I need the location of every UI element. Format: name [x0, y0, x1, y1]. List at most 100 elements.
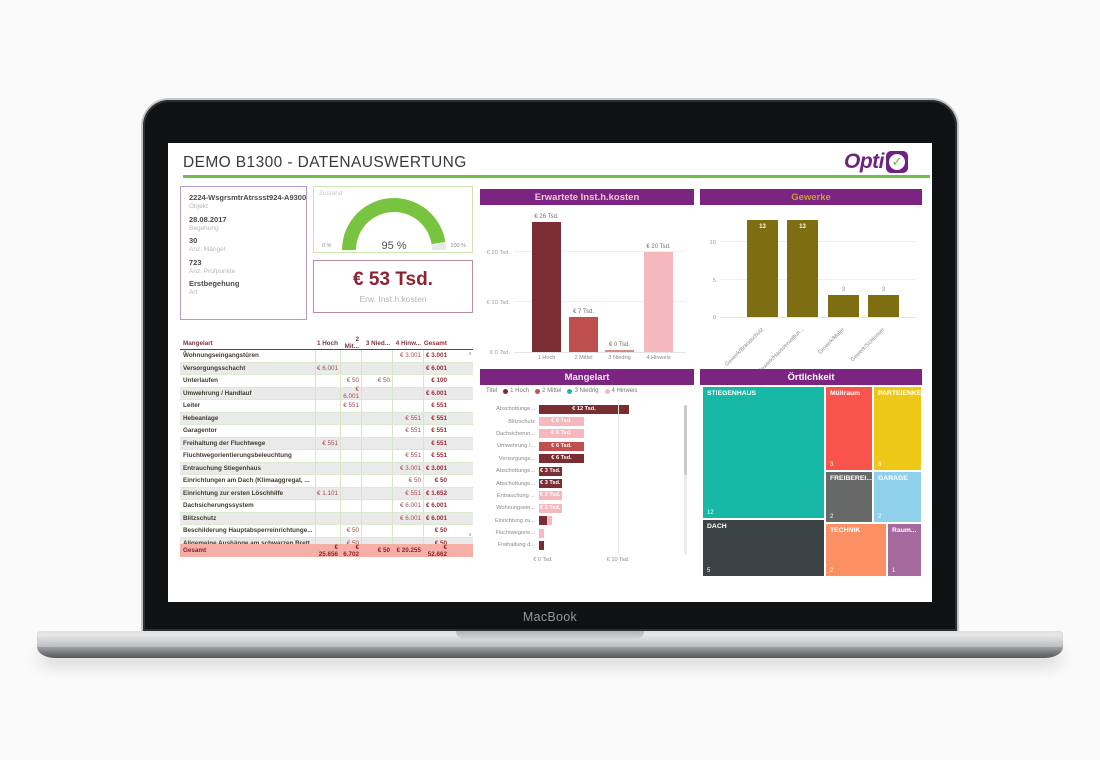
- table-cell: [361, 487, 392, 499]
- legend-item-hoch[interactable]: 1 Hoch: [503, 388, 529, 394]
- bar-segment-hinweis[interactable]: [539, 528, 544, 538]
- bar-row[interactable]: Freihaltung d...: [480, 539, 686, 551]
- table-row[interactable]: Umwehrung / Handlauf € 6.001 € 6.001: [180, 386, 473, 400]
- x-axis-label: 2 Mittel: [574, 355, 593, 361]
- bar-value-label: € 26 Tsd.: [534, 214, 559, 220]
- bar-value-label: € 0 Tsd.: [609, 342, 630, 348]
- bar-segment-hinweis[interactable]: [539, 429, 584, 439]
- table-cell: € 50: [423, 525, 449, 537]
- table-cell: [361, 362, 392, 374]
- bar-row[interactable]: Umwehrung /... € 6 Tsd.: [480, 440, 686, 452]
- bar-segment-hoch[interactable]: [539, 466, 562, 476]
- bar-row[interactable]: Abschottunge... € 12 Tsd.: [480, 403, 686, 415]
- table-cell: [361, 500, 392, 512]
- table-cell: € 551: [423, 450, 449, 462]
- bar-gewerk-brandschutz[interactable]: [747, 219, 778, 317]
- table-row[interactable]: Entrauchung Stiegenhaus € 3.001 € 3.001: [180, 462, 473, 475]
- scrollbar-track[interactable]: [684, 405, 687, 555]
- bar-segment-hoch[interactable]: [539, 479, 562, 489]
- treemap-tile-value: 12: [707, 510, 714, 516]
- bar-gewerk-hausverwaltun-[interactable]: [787, 219, 818, 317]
- bar-stack: [539, 528, 544, 538]
- table-row[interactable]: Wohnungseingangstüren € 3.001 € 3.001: [180, 350, 473, 363]
- scrollbar-thumb[interactable]: [684, 405, 687, 475]
- table-row[interactable]: Versorgungsschacht € 6.001 € 6.001: [180, 362, 473, 375]
- table-row[interactable]: Leiter € 551 € 551: [180, 400, 473, 413]
- table-cell: [315, 375, 340, 387]
- bar-gewerk-maler[interactable]: [828, 294, 859, 317]
- bar-segment-mittel[interactable]: [539, 441, 584, 451]
- x-axis-label: Gewerk/Hausverwaltun...: [756, 326, 805, 375]
- treemap-tile-raum[interactable]: Raum... 1: [888, 524, 921, 576]
- table-cell: [340, 350, 361, 362]
- table-cell: € 50: [361, 375, 392, 387]
- treemap-tile-mllraum[interactable]: Müllraum 3: [826, 387, 872, 470]
- bar-row[interactable]: Wohnungsein... € 3 Tsd.: [480, 502, 686, 514]
- treemap-tile-garage[interactable]: GARAGE 2: [874, 472, 921, 522]
- bar-value-label: € 20 Tsd.: [646, 244, 671, 250]
- bar-segment-hinweis[interactable]: [547, 516, 552, 526]
- bar-row[interactable]: Abschottunge... € 3 Tsd.: [480, 477, 686, 489]
- bar-row[interactable]: Versorgungs... € 6 Tsd.: [480, 453, 686, 465]
- table-row[interactable]: Hebeanlage € 551 € 551: [180, 412, 473, 425]
- bar-segment-hoch[interactable]: [539, 404, 629, 414]
- bar-segment-hinweis[interactable]: [539, 417, 584, 427]
- bar-row[interactable]: Abschottunge... € 3 Tsd.: [480, 465, 686, 477]
- legend-item-hinweis[interactable]: 4 Hinweis: [604, 388, 638, 394]
- treemap-tile-technik[interactable]: TECHNIK 2: [826, 524, 886, 576]
- treemap-tile-freiberei[interactable]: FREIBEREI... 2: [826, 472, 872, 522]
- legend-item-niedrig[interactable]: 3 Niedrig: [567, 388, 599, 394]
- table-row[interactable]: Unterlaufen € 50 € 50 € 100: [180, 375, 473, 388]
- table-cell: [361, 475, 392, 487]
- table-row[interactable]: Freihaltung der Fluchtwege € 551 € 551: [180, 437, 473, 450]
- column-header-mittel[interactable]: 2 Mit...: [344, 336, 359, 350]
- table-row[interactable]: Einrichtung zur ersten Löschhilfe € 1.101…: [180, 487, 473, 500]
- scroll-up-icon[interactable]: ∧: [467, 351, 472, 357]
- y-axis-tick: 0: [712, 315, 716, 321]
- macbook-base: [37, 631, 1063, 647]
- bar-4-hinweis[interactable]: [644, 252, 673, 352]
- bar-segment-hoch[interactable]: [539, 454, 584, 464]
- treemap-tile-dach[interactable]: DACH 5: [703, 520, 824, 576]
- table-cell: € 50: [340, 375, 361, 387]
- bar-segment-hinweis[interactable]: [539, 491, 562, 501]
- erwartete-kosten-chart: Erwartete Inst.h.kosten € 26 Tsd. € 7 Tsd…: [480, 189, 694, 361]
- column-header-hinweis[interactable]: 4 Hinw...: [395, 339, 421, 347]
- column-header-gesamt[interactable]: Gesamt: [423, 339, 447, 347]
- bar-row[interactable]: Dachsicherun... € 6 Tsd.: [480, 428, 686, 440]
- legend-item-mittel[interactable]: 2 Mittel: [535, 388, 561, 394]
- table-row[interactable]: Fluchtwegorientierungsbeleuchtung € 551 € …: [180, 450, 473, 463]
- bar-segment-hinweis[interactable]: [539, 503, 562, 513]
- gewerke-chart: Gewerke 13 13 3 3 0 5 10 Gewerk/Brandschutz Gew…: [700, 189, 922, 375]
- bar-row[interactable]: Einrichtung zu...: [480, 515, 686, 527]
- bar-category-label: Dachsicherun...: [496, 430, 535, 437]
- y-axis-tick: 5: [712, 277, 716, 284]
- treemap-tile-parteienke[interactable]: PARTEIENKE... 3: [874, 387, 921, 470]
- treemap-tile-stiegenhaus[interactable]: STIEGENHAUS 12: [703, 387, 824, 518]
- table-row[interactable]: Beschilderung Hauptabsperreinrichtunge..…: [180, 525, 473, 538]
- bar-row[interactable]: Entrauchung ... € 3 Tsd.: [480, 490, 686, 502]
- table-row-name: Leiter: [183, 402, 201, 410]
- column-header-niedrig[interactable]: 3 Nied...: [365, 339, 390, 347]
- bar-segment-hoch[interactable]: [539, 540, 544, 550]
- bar-1-hoch[interactable]: [532, 222, 561, 352]
- y-axis-tick: € 10 Tsd.: [486, 300, 510, 306]
- legend-dot-hoch: [503, 388, 509, 394]
- column-header-mangelart[interactable]: Mangelart ▼: [183, 339, 213, 354]
- bar-gewerk-schlosser[interactable]: [868, 294, 899, 317]
- table-row[interactable]: Allgemeine Aushänge am schwarzen Brett € …: [180, 537, 473, 544]
- table-row[interactable]: Einrichtungen am Dach (Klimaaggregat, ..…: [180, 475, 473, 488]
- bar-segment-hoch[interactable]: [539, 516, 548, 526]
- scroll-down-icon[interactable]: ∨: [467, 532, 472, 538]
- macbook-base-notch: [456, 631, 644, 639]
- bar-2-mittel[interactable]: [569, 317, 598, 352]
- bar-3-niedrig[interactable]: [605, 350, 634, 352]
- bar-row[interactable]: Blitzschutz € 6 Tsd.: [480, 415, 686, 427]
- table-row[interactable]: Dachsicherungssystem € 6.001 € 6.001: [180, 500, 473, 513]
- column-header-hoch[interactable]: 1 Hoch: [317, 339, 338, 347]
- table-row[interactable]: Garagentor € 551 € 551: [180, 425, 473, 438]
- table-row[interactable]: Blitzschutz € 6.001 € 6.001: [180, 512, 473, 525]
- bar-row[interactable]: Fluchtwegorie...: [480, 527, 686, 539]
- table-cell: € 6.001: [315, 362, 340, 374]
